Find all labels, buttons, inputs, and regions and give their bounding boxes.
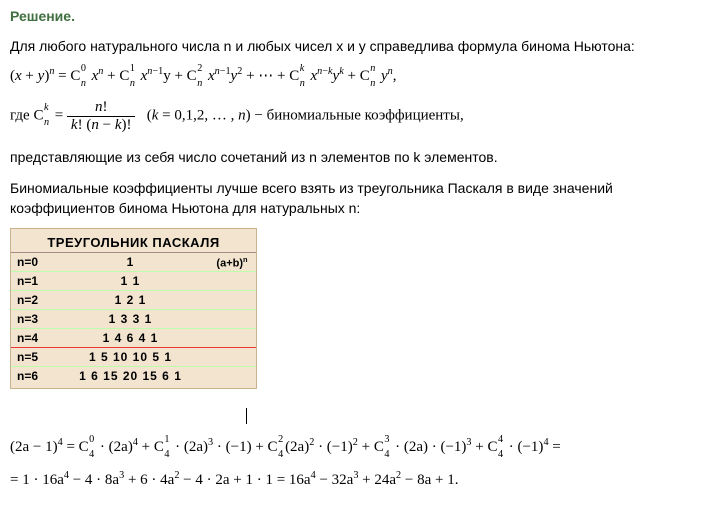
pascal-row-numbers: 1 3 3 1 — [53, 312, 208, 326]
pascal-row: n=5 1 5 10 10 5 1 — [11, 348, 256, 367]
pascal-row: n=2 1 2 1 — [11, 291, 256, 310]
text-cursor-icon — [246, 408, 247, 424]
intro-text: Для любого натурального числа n и любых … — [10, 38, 635, 54]
pascal-row-label: n=5 — [11, 350, 53, 364]
pascal-row-label: n=3 — [11, 312, 53, 326]
expansion-formula-1: (2a − 1)4 = C404 · (2a)4 + C414 · (2a)3 … — [10, 437, 708, 456]
intro-paragraph: Для любого натурального числа n и любых … — [10, 36, 708, 56]
pascal-row-label: n=2 — [11, 293, 53, 307]
coeff-intro: − биномиальные коэффициенты, — [251, 108, 464, 124]
pascal-row-label: n=4 — [11, 331, 53, 345]
pascal-row: n=0 1 (a+b)n — [11, 253, 256, 272]
binomial-formula: (x + y)n = Cn0n xn + Cn1n xn−1y + Cn2n x… — [10, 66, 708, 85]
text-cursor-line — [10, 407, 708, 425]
expansion-formula-2: = 1 · 16a4 − 4 · 8a3 + 6 · 4a2 − 4 · 2a … — [10, 470, 708, 489]
pascal-row: n=1 1 1 — [11, 272, 256, 291]
pascal-row-numbers: 1 4 6 4 1 — [53, 331, 208, 345]
pascal-row-highlight: n=4 1 4 6 4 1 — [11, 329, 256, 348]
coeff-tail: представляющие из себя число сочетаний и… — [10, 147, 708, 167]
pascal-paragraph: Биномиальные коэффициенты лучше всего вз… — [10, 178, 708, 219]
pascal-row: n=6 1 6 15 20 15 6 1 — [11, 367, 256, 385]
pascal-title: ТРЕУГОЛЬНИК ПАСКАЛЯ — [11, 233, 256, 253]
solution-title: Решение. — [10, 8, 708, 24]
pascal-triangle: ТРЕУГОЛЬНИК ПАСКАЛЯ n=0 1 (a+b)n n=1 1 1… — [10, 228, 257, 389]
coefficient-formula: где Cnkn = n! k! (n − k)! (k = 0,1,2, … … — [10, 99, 708, 133]
pascal-row-numbers: 1 1 — [53, 274, 208, 288]
pascal-row: n=3 1 3 3 1 — [11, 310, 256, 329]
pascal-row-label: n=1 — [11, 274, 53, 288]
pascal-row-numbers: 1 5 10 10 5 1 — [53, 350, 208, 364]
pascal-row-numbers: 1 6 15 20 15 6 1 — [53, 369, 208, 383]
pascal-row-label: n=0 — [11, 255, 53, 269]
pascal-subtitle: (a+b)n — [208, 255, 256, 270]
pascal-row-label: n=6 — [11, 369, 53, 383]
pascal-row-numbers: 1 — [53, 255, 208, 269]
pascal-row-numbers: 1 2 1 — [53, 293, 208, 307]
